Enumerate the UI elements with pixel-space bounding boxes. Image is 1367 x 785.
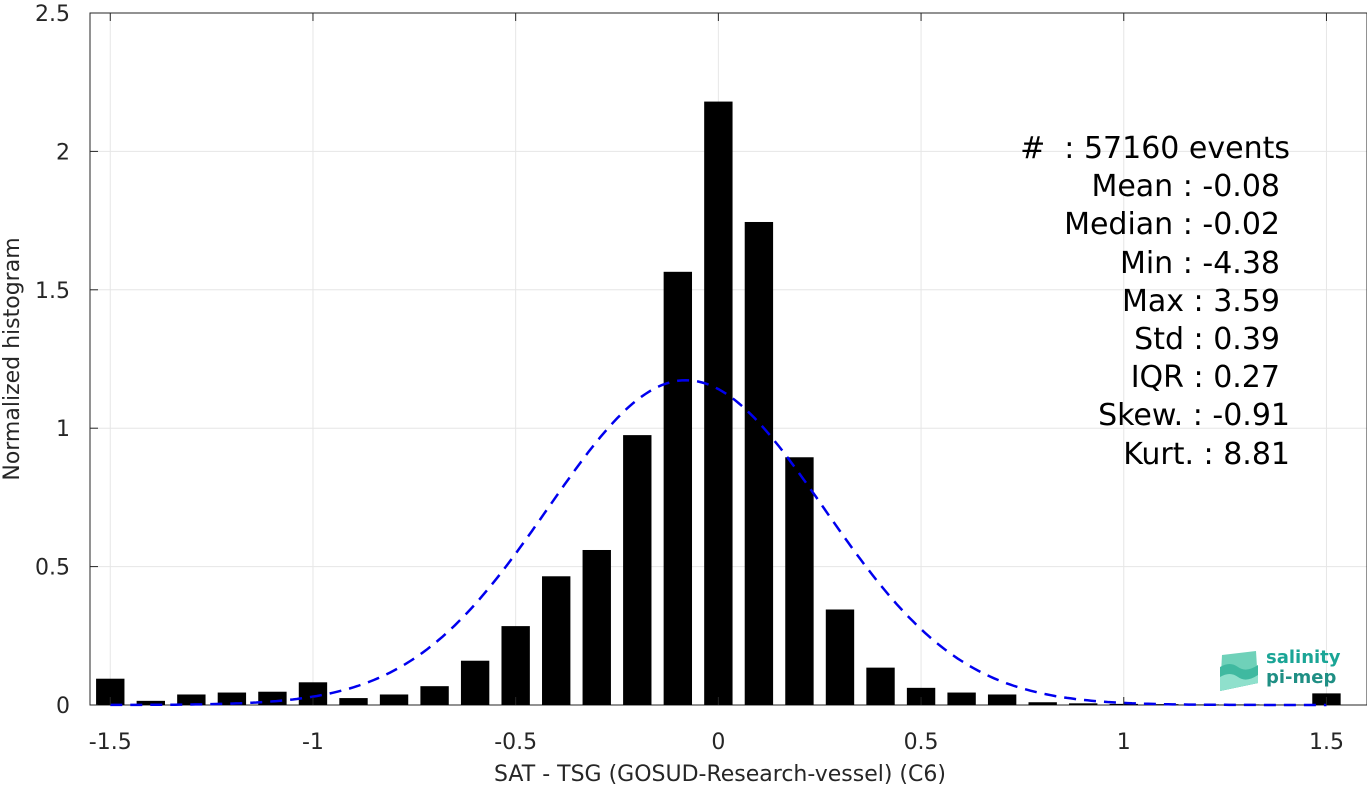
x-axis-ticks: -1.5 -1 -0.5 0 0.5 1 1.5 <box>89 13 1344 755</box>
y-axis-label: Normalized histogram <box>0 237 25 480</box>
y-tick-label: 0 <box>56 694 70 719</box>
histogram-bar <box>298 682 328 705</box>
x-tick-label: 1 <box>1117 730 1131 755</box>
wave-icon <box>1220 651 1258 691</box>
histogram-bar <box>785 457 814 705</box>
stat-min: Min : -4.38 <box>1119 245 1280 281</box>
y-tick-label: 1 <box>56 417 70 442</box>
histogram-bar <box>379 694 409 705</box>
histogram-bar <box>623 435 652 705</box>
stat-iqr: IQR : 0.27 <box>1130 360 1280 396</box>
histogram-bar <box>501 626 530 705</box>
stat-skew: Skew. : -0.91 <box>1098 398 1290 434</box>
logo-line-2: pi-mep <box>1266 667 1337 688</box>
histogram-bars <box>96 101 1341 706</box>
statistics-panel: # : 57160 events Mean : -0.08 Median : -… <box>960 130 1290 474</box>
logo-line-1: salinity <box>1266 647 1341 668</box>
stat-std: Std : 0.39 <box>1134 322 1280 358</box>
y-tick-label: 1.5 <box>35 279 70 304</box>
histogram-bar <box>420 686 449 705</box>
y-axis-ticks: 0 0.5 1 1.5 2 2.5 <box>35 2 98 719</box>
stat-events: # : 57160 events <box>1020 131 1290 166</box>
stat-mean: Mean : -0.08 <box>1091 169 1280 205</box>
histogram-bar <box>460 660 490 705</box>
histogram-bar <box>1069 703 1098 705</box>
salinity-pi-mep-logo: salinity pi-mep <box>1216 645 1346 695</box>
histogram-bar <box>744 221 774 705</box>
histogram-bar <box>177 694 206 705</box>
stat-max: Max : 3.59 <box>1122 283 1280 319</box>
histogram-bar <box>987 694 1017 705</box>
y-tick-label: 0.5 <box>35 556 70 581</box>
stat-median: Median : -0.02 <box>1064 207 1280 243</box>
histogram-bar <box>825 609 855 705</box>
x-tick-label: 0.5 <box>904 730 939 755</box>
histogram-bar <box>136 700 165 705</box>
x-tick-label: 0 <box>711 730 725 755</box>
x-tick-label: -1 <box>302 730 324 755</box>
x-axis-label: SAT - TSG (GOSUD-Research-vessel) (C6) <box>494 762 946 785</box>
y-tick-label: 2.5 <box>35 2 70 27</box>
histogram-bar <box>542 576 571 705</box>
histogram-bar <box>663 271 693 705</box>
x-tick-label: -1.5 <box>89 730 132 755</box>
histogram-bar <box>217 692 247 705</box>
histogram-bar <box>582 549 611 705</box>
histogram-bar <box>947 692 976 705</box>
x-tick-label: -0.5 <box>494 730 537 755</box>
stat-kurt: Kurt. : 8.81 <box>1123 436 1290 472</box>
histogram-bar <box>258 691 287 705</box>
histogram-bar <box>704 101 733 706</box>
histogram-bar <box>1028 702 1057 705</box>
y-tick-label: 2 <box>56 140 70 165</box>
histogram-bar <box>906 687 936 705</box>
x-tick-label: 1.5 <box>1309 730 1344 755</box>
histogram-bar <box>866 667 895 705</box>
histogram-bar <box>339 698 368 705</box>
gaussian-fit-curve <box>110 378 1327 707</box>
